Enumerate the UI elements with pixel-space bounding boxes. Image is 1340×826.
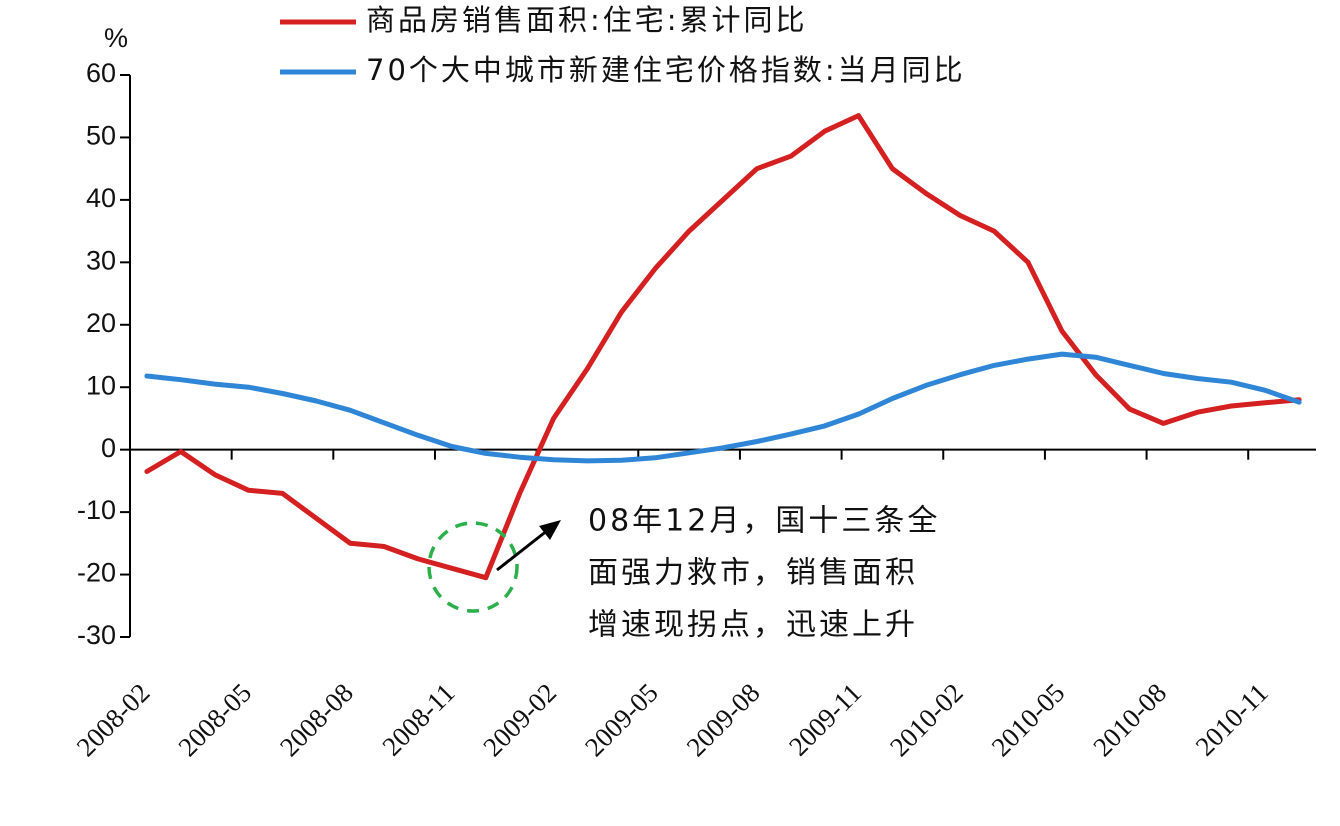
series-line	[144, 351, 1302, 464]
y-tick-label: 60	[86, 58, 116, 88]
annotation: 面强力救市，销售面积	[588, 556, 918, 591]
unit-label: %	[104, 23, 128, 53]
x-tick-label: 2008-02	[71, 677, 156, 762]
y-tick-label: -20	[77, 558, 116, 588]
x-tick-label: 2008-08	[274, 677, 359, 762]
x-tick-label: 2009-02	[477, 677, 562, 762]
x-tick-label: 2010-08	[1087, 677, 1172, 762]
y-tick-label: 0	[101, 433, 116, 463]
y-tick-label: 50	[86, 121, 116, 151]
x-tick-label: 2010-02	[884, 677, 969, 762]
x-tick-label: 2009-08	[681, 677, 766, 762]
x-tick-label: 2008-11	[376, 677, 460, 761]
highlight-circle	[427, 521, 519, 613]
legend-label: 商品房销售面积:住宅:累计同比	[366, 3, 808, 37]
x-tick-label: 2010-11	[1190, 677, 1274, 761]
y-tick-label: 30	[86, 245, 116, 275]
y-tick-label: -30	[77, 620, 116, 650]
annotation: 08年12月，国十三条全	[588, 504, 940, 539]
x-tick-label: 2010-05	[986, 677, 1071, 762]
annotation-arrow	[496, 528, 549, 572]
x-tick-label: 2009-05	[579, 677, 664, 762]
x-tick-label: 2009-11	[783, 677, 867, 761]
legend-label: 70个大中城市新建住宅价格指数:当月同比	[366, 53, 966, 87]
y-tick-label: 40	[86, 183, 116, 213]
series-line	[144, 113, 1302, 581]
annotation: 增速现拐点，迅速上升	[588, 608, 918, 643]
y-tick-label: 20	[86, 308, 116, 338]
y-tick-label: -10	[77, 495, 116, 525]
arrow-head	[539, 520, 561, 540]
y-tick-label: 10	[86, 370, 116, 400]
x-tick-label: 2008-05	[172, 677, 257, 762]
